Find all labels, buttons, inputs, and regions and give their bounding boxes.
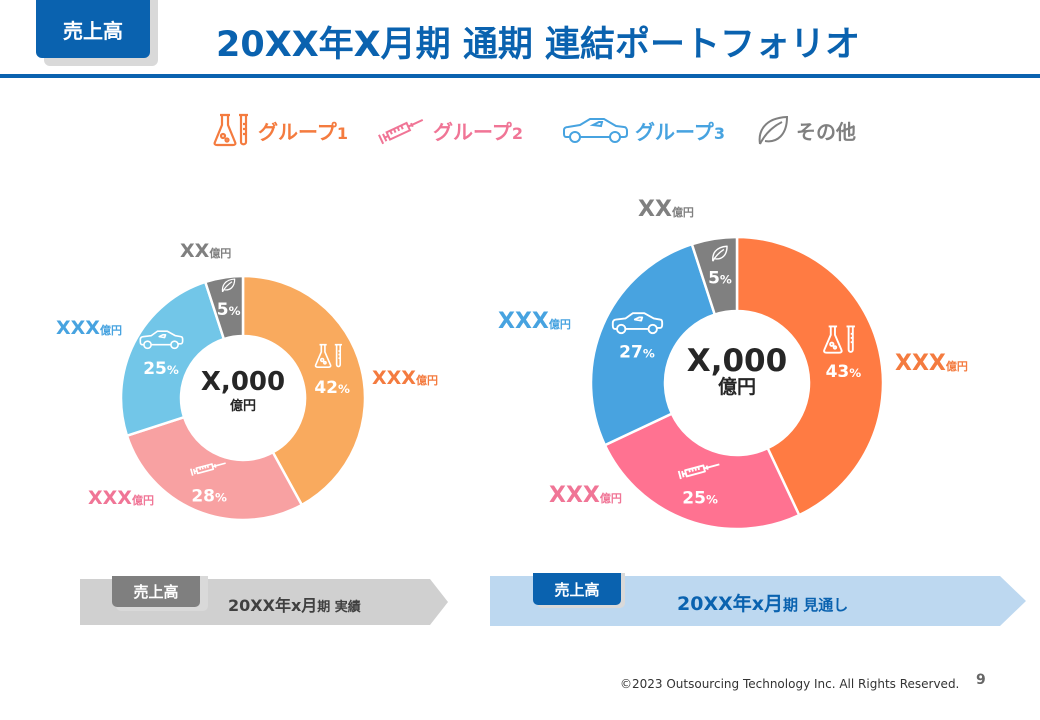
- percent-label-left-3: 5%: [217, 300, 241, 320]
- banner-actual-text: 20XX年x月期 実績: [228, 596, 361, 615]
- legend-item-group2: グループ 2: [375, 110, 523, 150]
- leaf-icon: [712, 245, 728, 262]
- car-icon: [563, 118, 628, 143]
- legend-item-group3: グループ 3: [563, 110, 725, 150]
- donut-slice-left-2: [119, 280, 226, 438]
- amount-label-left-group2: XXX億円: [88, 487, 154, 509]
- percent-label-left-0: 42%: [314, 378, 350, 398]
- percent-label-left-1: 28%: [191, 487, 227, 507]
- legend-item-other: その他: [756, 110, 856, 150]
- amount-label-right-group3: XXX億円: [498, 309, 571, 334]
- center-unit-left: 億円: [230, 398, 256, 414]
- donut-slice-right-3: [690, 235, 739, 317]
- syringe-icon: [378, 118, 424, 145]
- legend-item-group1: グループ 1: [212, 110, 348, 150]
- amount-label-left-group1: XXX億円: [372, 367, 438, 389]
- percent-label-right-3: 5%: [708, 268, 732, 288]
- percent-label-right-0: 43%: [826, 362, 862, 382]
- copyright: ©2023 Outsourcing Technology Inc. All Ri…: [620, 677, 960, 691]
- donut-slice-right-2: [589, 242, 717, 447]
- car-icon: [139, 330, 184, 350]
- percent-label-left-2: 25%: [143, 359, 179, 379]
- legend-label-other: その他: [796, 119, 856, 144]
- donut-slice-right-0: [735, 235, 885, 517]
- flask-testtube-icon: [213, 113, 248, 147]
- legend-label-group2: グループ: [433, 119, 512, 144]
- banner-forecast-text: 20XX年x月期 見通し: [677, 593, 849, 615]
- banner-actual-tag: 売上高: [112, 576, 200, 607]
- percent-label-right-2: 27%: [619, 343, 655, 363]
- flask-testtube-icon: [823, 325, 855, 354]
- amount-label-left-group3: XXX億円: [56, 317, 122, 339]
- donut-slice-right-1: [603, 411, 801, 531]
- page-number: 9: [976, 672, 986, 688]
- amount-label-left-other: XX億円: [180, 240, 232, 262]
- legend: グループ 1 グループ 2 グループ 3 その他: [0, 110, 1040, 150]
- donut-slice-left-3: [203, 274, 245, 341]
- header-tag: 売上高: [36, 0, 150, 58]
- leaf-icon: [221, 278, 236, 293]
- donut-slice-left-0: [241, 274, 367, 507]
- page-title: 20XX年X月期 通期 連結ポートフォリオ: [216, 25, 861, 65]
- donut-slice-left-1: [125, 415, 304, 522]
- syringe-icon: [677, 463, 720, 480]
- center-total-right: X,000: [687, 343, 787, 379]
- flask-testtube-icon: [314, 343, 343, 369]
- percent-label-right-1: 25%: [682, 489, 718, 509]
- banner-forecast-tag: 売上高: [533, 573, 621, 605]
- center-total-left: X,000: [201, 367, 285, 397]
- legend-label-group1: グループ: [258, 119, 337, 144]
- amount-label-right-group2: XXX億円: [549, 483, 622, 508]
- car-icon: [611, 312, 664, 335]
- center-unit-right: 億円: [718, 375, 756, 398]
- leaf-icon: [758, 115, 789, 145]
- amount-label-right-other: XX億円: [638, 197, 694, 222]
- syringe-icon: [190, 462, 226, 476]
- title-divider: [0, 74, 1040, 78]
- legend-label-group3: グループ: [635, 119, 714, 144]
- amount-label-right-group1: XXX億円: [895, 351, 968, 376]
